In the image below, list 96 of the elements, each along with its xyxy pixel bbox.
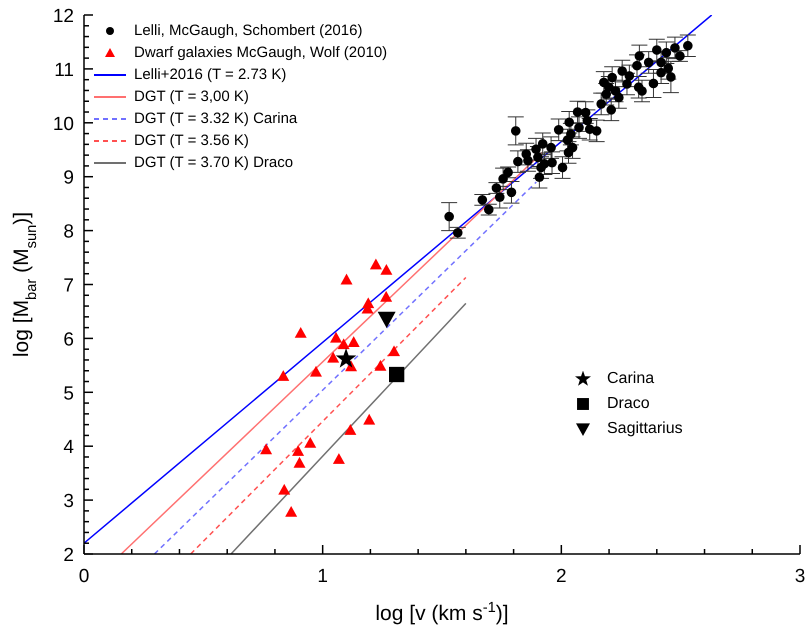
y-tick-label: 11 (54, 60, 74, 81)
point (582, 116, 592, 126)
x-axis-title: log [v (km s$^{-1}$)] (375, 600, 509, 625)
point (344, 424, 356, 435)
y-tick-label: 7 (63, 276, 74, 296)
point (510, 126, 521, 136)
y-tick-label: 4 (63, 437, 74, 458)
legend-label: Draco (607, 395, 650, 412)
point (523, 156, 533, 166)
point (338, 338, 350, 350)
point (327, 352, 340, 363)
point (513, 156, 523, 166)
point (533, 152, 543, 162)
point (652, 45, 662, 55)
point (574, 122, 584, 132)
point (294, 456, 306, 468)
point (277, 370, 290, 381)
point (294, 327, 307, 338)
point (624, 71, 634, 81)
point (370, 258, 382, 270)
point (564, 117, 574, 128)
point (336, 348, 356, 368)
point (662, 48, 672, 58)
point (637, 86, 647, 96)
y-tick-label: 2 (63, 545, 74, 566)
legend-label: Lelli, McGaugh, Schombert (2016) (134, 22, 362, 39)
y-tick-label: 10 (52, 114, 74, 135)
point (572, 107, 582, 117)
x-tick-label: 2 (556, 566, 567, 587)
point (492, 183, 502, 193)
point (617, 66, 627, 76)
point (656, 68, 666, 78)
point (596, 99, 606, 109)
point (494, 192, 505, 202)
point (332, 453, 345, 464)
point (656, 58, 666, 68)
point (389, 366, 404, 382)
point (330, 332, 342, 343)
point (498, 174, 508, 184)
point (380, 290, 392, 302)
legend-label: DGT (T = 3.32 K) Carina (134, 110, 298, 127)
legend-label: Dwarf galaxies McGaugh, Wolf (2010) (134, 44, 388, 61)
point (260, 443, 272, 454)
point (363, 414, 376, 425)
point (374, 360, 386, 371)
point (670, 43, 680, 53)
point (340, 274, 353, 284)
x-tick-label: 0 (78, 566, 90, 587)
point (452, 228, 463, 238)
point (506, 188, 516, 198)
point (378, 312, 396, 328)
legend-label: Carina (607, 370, 654, 387)
point (554, 125, 564, 135)
point (310, 366, 322, 377)
point (503, 168, 513, 178)
point (304, 436, 316, 448)
legend-label: DGT (T = 3,00 K) (134, 88, 249, 105)
point (534, 172, 544, 182)
point (592, 126, 602, 136)
y-tick-label: 9 (63, 168, 74, 189)
point (538, 139, 548, 149)
point (666, 72, 676, 82)
legend-label: Sagittarius (607, 420, 683, 437)
point (634, 51, 644, 61)
y-tick-label: 5 (63, 383, 74, 404)
point (388, 345, 400, 356)
point (606, 105, 616, 115)
point (285, 506, 298, 517)
point (546, 142, 556, 152)
legend-label: DGT (T = 3.70 K) Draco (134, 154, 294, 171)
point (566, 129, 576, 139)
point (644, 58, 654, 68)
point (614, 92, 624, 102)
y-tick-label: 3 (63, 491, 74, 512)
point (663, 64, 674, 74)
point (622, 79, 632, 89)
point (380, 264, 392, 275)
point (648, 78, 658, 88)
point (580, 108, 590, 118)
y-tick-label: 6 (63, 329, 74, 350)
point (632, 60, 642, 70)
point (444, 212, 454, 222)
point (278, 484, 290, 495)
point (568, 142, 578, 152)
y-tick-label: 12 (52, 6, 74, 27)
point (683, 40, 693, 51)
y-tick-label: 8 (63, 222, 74, 243)
x-tick-label: 3 (794, 566, 806, 587)
x-tick-label: 1 (317, 566, 328, 587)
point (292, 445, 304, 456)
point (348, 336, 360, 347)
legend-label: Lelli+2016 (T = 2.73 K) (134, 66, 286, 83)
point (558, 162, 568, 172)
point (607, 72, 617, 82)
legend-label: DGT (T = 3.56 K) (134, 132, 249, 149)
point (547, 158, 557, 168)
